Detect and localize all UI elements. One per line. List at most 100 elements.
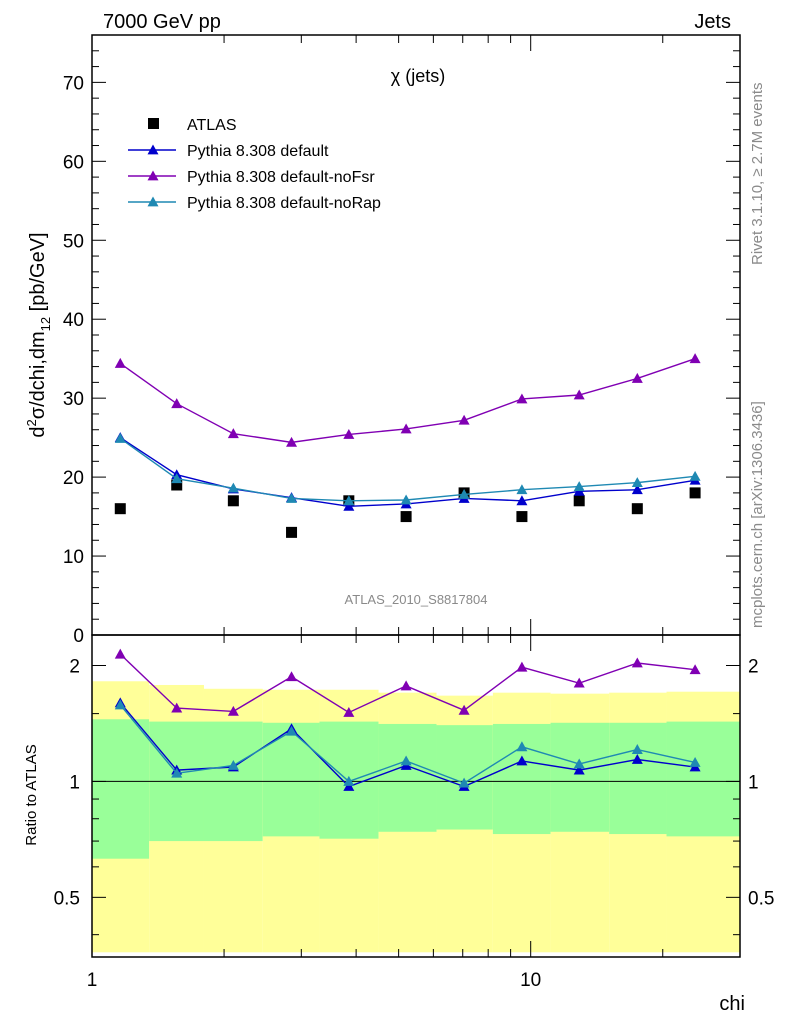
ratio-point-noRap [400, 755, 412, 766]
legend-marker-default [147, 144, 159, 155]
ratio-marks [114, 648, 701, 791]
x-tick-label: 1 [87, 970, 98, 991]
x-axis-label: chi [719, 993, 745, 1015]
ratio-band-inner [550, 722, 610, 832]
ratio-point-default [631, 754, 643, 764]
series-line-default [119, 437, 696, 508]
data-point-noRap [227, 482, 239, 493]
ratio-band-inner [262, 722, 320, 837]
ratio-y-ticks: 0.5 0.5 1 1 2 2 1 10 [54, 35, 774, 991]
ratio-y-axis-label: Ratio to ATLAS [23, 744, 40, 845]
data-point-noFsr [573, 389, 585, 400]
ratio-y-tick-label: 2 [69, 656, 80, 677]
data-point-noFsr [227, 428, 239, 439]
legend-label-noRap: Pythia 8.308 default-noRap [187, 195, 381, 212]
legend-label-default: Pythia 8.308 default [187, 143, 329, 160]
main-y-ticks: 0 10 20 30 40 50 60 70 [63, 50, 740, 647]
legend: ATLAS Pythia 8.308 default Pythia 8.308 de… [128, 117, 381, 212]
y-axis-label: d2σ/dchi,dm12 [pb/GeV] [24, 232, 53, 437]
data-point-noFsr [458, 414, 470, 425]
ratio-band-inner [609, 722, 667, 835]
ratio-point-noFsr [171, 702, 183, 713]
ratio-point-noFsr [573, 677, 585, 688]
ratio-frame [91, 634, 741, 958]
data-point-data [689, 487, 701, 499]
data-point-noRap [689, 470, 701, 481]
data-point-noFsr [689, 353, 701, 364]
ratio-point-noRap [286, 725, 298, 736]
y-tick-label: 0 [73, 626, 84, 647]
ratio-y-tick-label-right: 2 [748, 656, 759, 677]
data-point-noFsr [631, 372, 643, 383]
legend-marker-noRap [147, 196, 159, 207]
ratio-point-noFsr [227, 705, 239, 716]
main-marks [114, 353, 701, 538]
data-point-noRap [631, 477, 643, 488]
ratio-point-noFsr [286, 671, 298, 682]
ratio-point-noRap [227, 759, 239, 770]
data-point-noRap [171, 473, 183, 484]
data-point-noRap [458, 488, 470, 499]
y-tick-label: 20 [63, 468, 84, 489]
ratio-point-default [343, 781, 355, 791]
legend-label-data: ATLAS [187, 117, 237, 134]
ratio-y-tick-label: 0.5 [54, 888, 80, 909]
analysis-tag: ATLAS_2010_S8817804 [345, 592, 488, 607]
ratio-point-noFsr [631, 657, 643, 668]
data-point-default [343, 500, 355, 511]
series-line-noRap [119, 437, 696, 502]
data-point-data [573, 495, 585, 507]
ratio-point-default [573, 764, 585, 775]
ratio-point-noRap [114, 699, 126, 710]
data-point-default [516, 495, 528, 506]
data-point-noFsr [516, 393, 528, 404]
ratio-point-noFsr [458, 704, 470, 715]
ratio-panel: 0.5 0.5 1 1 2 2 1 10 Ratio to ATLAS chi [23, 35, 774, 1015]
main-panel: χ (jets) ATLAS_2010_S8817804 d2σ/dchi,dm… [24, 34, 741, 647]
data-point-noFsr [286, 436, 298, 447]
ratio-band-inner [492, 723, 551, 835]
data-point-data [286, 526, 298, 538]
rivet-version-text: Rivet 3.1.10, ≥ 2.7M events [749, 83, 766, 266]
ratio-point-noFsr [343, 706, 355, 717]
main-title: χ (jets) [391, 66, 445, 86]
y-tick-label: 50 [63, 231, 84, 252]
header-left: 7000 GeV pp [103, 11, 221, 33]
ratio-point-noRap [458, 777, 470, 788]
data-point-noFsr [171, 398, 183, 409]
ratio-point-noFsr [516, 661, 528, 672]
data-point-data [516, 511, 528, 523]
ratio-uncertainty-bands [92, 681, 740, 953]
x-tick-label: 10 [520, 970, 541, 991]
y-tick-label: 40 [63, 310, 84, 331]
ratio-point-noRap [631, 744, 643, 754]
ratio-point-noRap [573, 758, 585, 769]
data-point-noFsr [114, 357, 126, 368]
legend-marker-noFsr [147, 170, 159, 181]
data-point-noRap [516, 484, 528, 495]
data-point-data [171, 479, 183, 491]
ratio-point-noFsr [689, 664, 701, 675]
ratio-point-noFsr [400, 680, 412, 691]
data-point-noRap [114, 432, 126, 443]
legend-marker-data [148, 118, 159, 129]
data-point-data [631, 503, 643, 515]
ratio-band-inner [378, 723, 437, 832]
ratio-point-noRap [689, 756, 701, 767]
data-point-noRap [286, 492, 298, 503]
ratio-y-tick-label-right: 0.5 [748, 888, 774, 909]
data-point-noFsr [343, 428, 355, 439]
ratio-point-noRap [343, 775, 355, 786]
y-tick-label: 10 [63, 547, 84, 568]
legend-label-noFsr: Pythia 8.308 default-noFsr [187, 169, 375, 186]
data-point-data [227, 495, 239, 507]
data-point-noRap [573, 481, 585, 491]
data-point-data [400, 511, 412, 523]
ratio-point-default [516, 755, 528, 766]
ratio-band-inner [92, 719, 150, 859]
header-right: Jets [694, 11, 731, 33]
mcplots-reference-text: mcplots.cern.ch [arXiv:1306.3436] [749, 401, 766, 628]
ratio-point-noRap [516, 741, 528, 752]
y-tick-label: 60 [63, 152, 84, 173]
